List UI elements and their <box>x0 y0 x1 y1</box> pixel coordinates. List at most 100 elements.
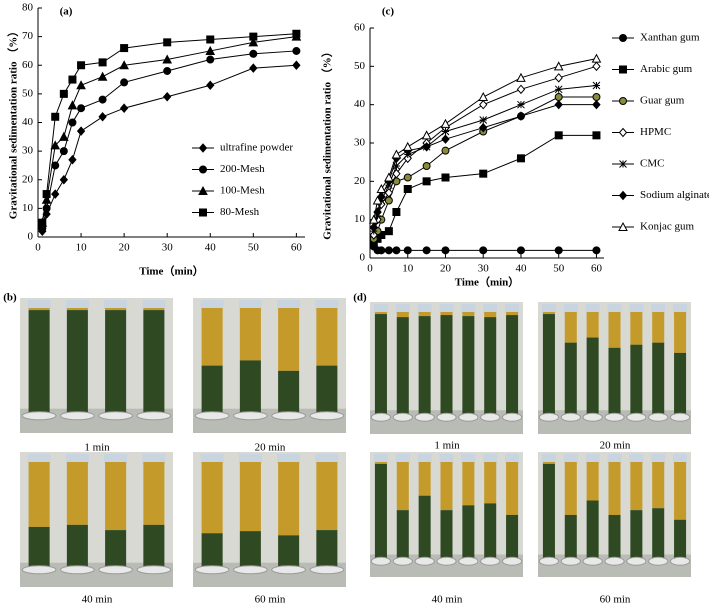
tube-bottom <box>506 514 519 559</box>
marker <box>97 71 108 81</box>
marker <box>372 195 383 205</box>
tube-cap <box>200 300 224 310</box>
y-tick-label: 0 <box>360 252 366 264</box>
marker <box>206 55 215 64</box>
marker <box>479 116 488 124</box>
tube-cap <box>142 300 166 310</box>
marker <box>120 44 129 53</box>
tube-bottom <box>278 370 300 413</box>
marker <box>42 190 51 199</box>
marker <box>384 196 393 205</box>
marker <box>248 37 259 47</box>
legend-label: 200-Mesh <box>220 163 265 175</box>
marker <box>120 78 129 87</box>
tube-base <box>414 412 435 422</box>
tube-bottom <box>396 317 409 415</box>
marker <box>68 75 77 84</box>
tube-top <box>462 312 475 317</box>
marker <box>77 104 86 113</box>
marker <box>292 46 301 55</box>
tube-bottom <box>418 316 431 415</box>
series-line <box>373 104 597 228</box>
marker <box>59 89 68 98</box>
photo-caption: 40 min <box>432 594 463 606</box>
tube-cap <box>315 300 339 310</box>
legend-label: Xanthan gum <box>640 32 700 44</box>
tube-bottom <box>278 535 300 567</box>
marker <box>249 63 258 73</box>
marker <box>392 162 401 170</box>
marker <box>68 118 77 127</box>
legend-marker <box>199 165 207 174</box>
photo <box>20 298 173 433</box>
x-tick-label: 20 <box>440 263 452 275</box>
x-tick-label: 40 <box>515 263 527 275</box>
tube-top <box>484 462 497 504</box>
tube-base <box>560 556 581 566</box>
tube-bottom <box>374 314 387 415</box>
legend-marker <box>618 190 628 201</box>
y-tick-label: 0 <box>28 231 34 243</box>
marker <box>76 126 86 136</box>
marker <box>441 146 450 155</box>
marker <box>441 173 450 182</box>
tube-cap <box>238 454 262 464</box>
tube-bottom <box>484 317 497 415</box>
tube-base <box>98 565 133 575</box>
tube-base <box>604 412 625 422</box>
legend-marker <box>199 208 207 217</box>
marker <box>206 80 215 91</box>
tube-bottom <box>316 530 338 567</box>
y-tick-label: 70 <box>22 30 34 42</box>
tube-top <box>484 312 497 318</box>
marker <box>441 134 450 144</box>
tube-cap <box>607 454 622 464</box>
legend-marker <box>198 143 208 153</box>
tube-bottom <box>239 360 261 413</box>
tube-cap <box>439 454 454 464</box>
tube-base <box>21 565 57 575</box>
tube-base <box>582 556 603 566</box>
panel-label: (a) <box>60 6 73 18</box>
tube-base <box>436 556 457 566</box>
legend-label: ultrafine powder <box>220 142 293 154</box>
tube-bottom <box>239 531 261 567</box>
tube-cap <box>315 454 339 464</box>
tube-cap <box>104 300 128 310</box>
tube-bottom <box>440 510 453 559</box>
marker <box>376 183 387 193</box>
tube-cap <box>541 454 556 464</box>
tube-top <box>396 462 409 511</box>
tube-base <box>582 412 603 422</box>
tube-base <box>194 411 230 421</box>
marker <box>403 173 412 182</box>
tube-base <box>560 412 581 422</box>
tube-cap <box>373 454 388 464</box>
tube-base <box>501 412 523 422</box>
photo-caption: 40 min <box>82 594 113 606</box>
tube-cap <box>461 304 476 314</box>
tube-bottom <box>462 505 475 559</box>
legend-marker <box>618 127 628 138</box>
marker <box>553 61 564 71</box>
tube-top <box>278 462 300 536</box>
tube-top <box>674 462 687 520</box>
tube-bottom <box>630 510 643 559</box>
tube-cap <box>483 304 498 314</box>
legend-marker <box>619 160 627 168</box>
tube-top <box>564 462 577 515</box>
tube-bottom <box>652 342 665 415</box>
legend-label: Arabic gum <box>640 63 693 75</box>
marker <box>163 91 172 102</box>
tube-bottom <box>564 342 577 415</box>
marker <box>554 73 563 83</box>
tube-bottom <box>586 500 599 559</box>
tube-cap <box>373 304 388 314</box>
marker <box>592 131 601 140</box>
tube-bottom <box>66 310 88 413</box>
tube-top <box>143 462 165 525</box>
tube-cap <box>651 304 666 314</box>
tube-top <box>278 308 300 371</box>
marker <box>422 177 431 186</box>
series-line <box>41 50 297 229</box>
